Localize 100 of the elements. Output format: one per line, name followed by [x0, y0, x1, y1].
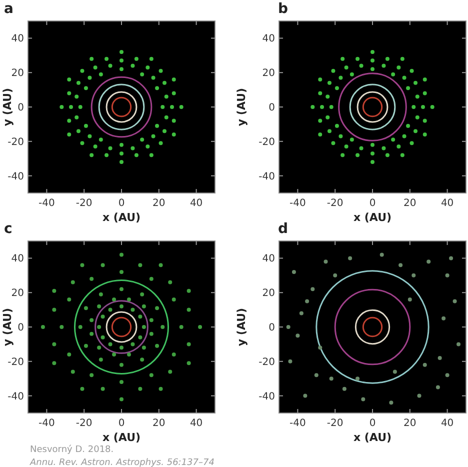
- point: [164, 115, 168, 120]
- point: [292, 270, 296, 274]
- x-axis-title: x (AU): [353, 431, 392, 444]
- point: [60, 105, 64, 109]
- point: [140, 72, 144, 76]
- x-tick-label: 0: [369, 198, 376, 209]
- x-tick-label: 40: [190, 198, 203, 209]
- point: [74, 115, 79, 120]
- point: [329, 376, 334, 381]
- point: [98, 138, 103, 142]
- point: [146, 65, 150, 70]
- point: [420, 105, 425, 109]
- point: [158, 141, 163, 146]
- point: [130, 64, 135, 68]
- point: [340, 56, 345, 61]
- point: [391, 138, 396, 142]
- point: [158, 68, 163, 73]
- x-tick-label: 20: [404, 198, 416, 209]
- y-tick-label: -20: [258, 136, 275, 148]
- point: [80, 141, 84, 146]
- x-tick-label: -40: [38, 418, 55, 429]
- y-tick-label: 20: [262, 68, 275, 80]
- point: [74, 94, 79, 99]
- point: [130, 146, 135, 150]
- point: [338, 134, 343, 138]
- x-tick-label: -20: [326, 198, 344, 209]
- point: [104, 153, 109, 158]
- text: Nesvorný D. 2018.: [30, 444, 114, 455]
- y-tick-label: 0: [268, 102, 275, 114]
- chart-title: b: [278, 1, 288, 17]
- x-axis-title: x (AU): [102, 431, 141, 444]
- point: [350, 72, 354, 76]
- point: [326, 94, 330, 99]
- point: [456, 342, 461, 346]
- point: [415, 94, 420, 99]
- point: [415, 115, 420, 120]
- point: [88, 134, 92, 138]
- y-axis-title: y (AU): [235, 308, 248, 346]
- point: [438, 356, 442, 360]
- point: [146, 144, 150, 149]
- point: [120, 50, 124, 54]
- point: [442, 316, 446, 320]
- point: [333, 273, 338, 278]
- point: [78, 105, 82, 109]
- point: [88, 76, 92, 80]
- point: [120, 58, 124, 63]
- point: [320, 105, 324, 109]
- point: [120, 67, 124, 72]
- point: [396, 144, 401, 149]
- point: [331, 141, 336, 146]
- point: [445, 273, 450, 278]
- x-tick-label: 0: [118, 418, 125, 429]
- point: [426, 260, 431, 264]
- point: [412, 105, 416, 109]
- point: [104, 56, 109, 61]
- point: [370, 142, 374, 147]
- point: [84, 86, 88, 90]
- point: [172, 91, 176, 96]
- point: [90, 153, 94, 158]
- point: [296, 334, 300, 338]
- point: [391, 72, 396, 76]
- point: [318, 91, 322, 96]
- x-tick-label: -40: [290, 198, 306, 209]
- point: [90, 56, 94, 61]
- point: [342, 386, 346, 391]
- point: [406, 86, 410, 90]
- y-axis-title: y (AU): [235, 88, 248, 126]
- y-tick-label: 40: [262, 34, 275, 45]
- point: [318, 118, 322, 123]
- point: [67, 91, 72, 96]
- point: [422, 91, 427, 96]
- y-tick-label: -40: [8, 171, 24, 182]
- y-tick-label: -20: [8, 136, 24, 148]
- y-tick-label: 20: [11, 68, 24, 80]
- point: [334, 124, 339, 128]
- x-tick-label: -20: [326, 418, 344, 429]
- point: [80, 68, 84, 73]
- y-tick-label: 40: [11, 34, 24, 45]
- chart-title: d: [278, 221, 288, 237]
- point: [414, 129, 418, 134]
- x-tick-label: 0: [369, 418, 376, 429]
- point: [108, 146, 112, 150]
- x-axis-title: x (AU): [102, 211, 141, 224]
- point: [76, 80, 80, 85]
- y-tick-label: 20: [11, 288, 24, 300]
- point: [402, 76, 406, 80]
- point: [449, 256, 454, 260]
- point: [370, 151, 374, 156]
- point: [380, 252, 384, 257]
- point: [382, 146, 386, 150]
- point: [324, 260, 328, 264]
- point: [398, 263, 403, 268]
- point: [430, 105, 434, 109]
- point: [149, 153, 154, 158]
- point: [318, 132, 322, 137]
- point: [350, 138, 354, 142]
- point: [408, 297, 412, 302]
- point: [305, 299, 310, 304]
- y-tick-label: 40: [262, 254, 275, 265]
- x-tick-label: 40: [190, 418, 203, 429]
